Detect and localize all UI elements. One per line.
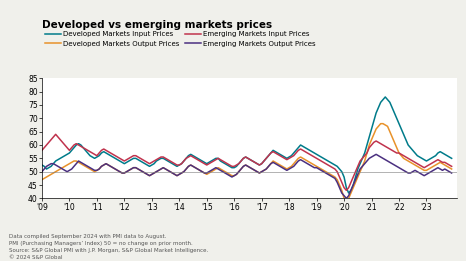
Emerging Markets Output Prices [440, 169, 445, 172]
Developed Markets Output Prices [378, 122, 384, 125]
Developed Markets Output Prices [124, 170, 130, 173]
Developed Markets Output Prices [195, 168, 200, 171]
Developed Markets Input Prices [195, 157, 200, 160]
Emerging Markets Input Prices [197, 159, 203, 163]
Emerging Markets Output Prices [195, 168, 200, 171]
Developed Markets Output Prices [449, 168, 454, 171]
Developed Markets Output Prices [46, 174, 52, 177]
Emerging Markets Input Prices [408, 158, 413, 161]
Line: Developed Markets Output Prices: Developed Markets Output Prices [42, 124, 452, 204]
Developed Markets Input Prices [46, 166, 52, 169]
Line: Emerging Markets Input Prices: Emerging Markets Input Prices [42, 134, 452, 190]
Developed Markets Output Prices [39, 178, 45, 181]
Emerging Markets Input Prices [46, 141, 52, 144]
Developed Markets Input Prices [39, 163, 45, 167]
Text: Data compiled September 2024 with PMI data to August.
PMI (Purchasing Managers’ : Data compiled September 2024 with PMI da… [9, 234, 209, 260]
Emerging Markets Output Prices [408, 171, 413, 175]
Emerging Markets Output Prices [449, 171, 454, 175]
Line: Emerging Markets Output Prices: Emerging Markets Output Prices [42, 154, 452, 198]
Text: Developed vs emerging markets prices: Developed vs emerging markets prices [42, 20, 272, 30]
Emerging Markets Input Prices [126, 157, 132, 160]
Legend: Developed Markets Input Prices, Developed Markets Output Prices, Emerging Market: Developed Markets Input Prices, Develope… [45, 31, 316, 47]
Emerging Markets Input Prices [39, 149, 45, 152]
Developed Markets Output Prices [343, 202, 349, 205]
Emerging Markets Input Prices [449, 165, 454, 168]
Developed Markets Output Prices [408, 161, 413, 164]
Emerging Markets Input Prices [343, 189, 349, 192]
Emerging Markets Output Prices [373, 153, 379, 156]
Developed Markets Output Prices [440, 162, 445, 165]
Line: Developed Markets Input Prices: Developed Markets Input Prices [42, 97, 452, 193]
Developed Markets Input Prices [346, 192, 351, 195]
Emerging Markets Output Prices [39, 170, 45, 173]
Emerging Markets Output Prices [343, 197, 349, 200]
Developed Markets Input Prices [408, 146, 413, 149]
Developed Markets Output Prices [87, 168, 93, 171]
Emerging Markets Input Prices [440, 161, 445, 164]
Developed Markets Input Prices [440, 151, 445, 155]
Emerging Markets Output Prices [87, 166, 93, 169]
Emerging Markets Output Prices [46, 163, 52, 167]
Developed Markets Input Prices [383, 96, 388, 99]
Developed Markets Input Prices [449, 157, 454, 160]
Emerging Markets Input Prices [53, 133, 58, 136]
Emerging Markets Input Prices [89, 151, 95, 155]
Developed Markets Input Prices [87, 154, 93, 157]
Emerging Markets Output Prices [124, 170, 130, 173]
Developed Markets Input Prices [124, 161, 130, 164]
